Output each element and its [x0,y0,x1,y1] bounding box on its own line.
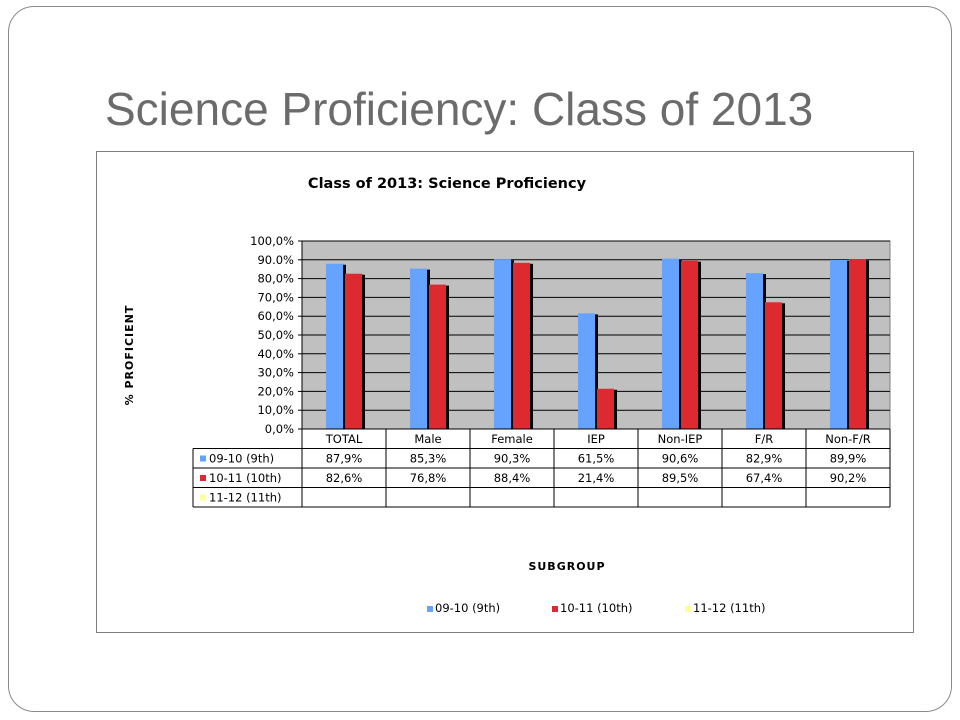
legend-label: 09-10 (9th) [435,601,500,615]
y-tick-label: 30,0% [257,366,294,380]
y-tick-label: 40,0% [257,347,294,361]
bar [578,313,595,429]
data-label: 90,3% [494,452,531,466]
data-label: 21,4% [578,471,615,485]
y-tick-label: 90.0% [257,253,294,267]
y-tick-label: 100,0% [250,234,294,248]
x-axis-label: SUBGROUP [528,560,605,573]
data-label: 67,4% [746,471,783,485]
bar [765,302,782,429]
bar [746,273,763,429]
table-series-label: 11-12 (11th) [209,491,281,505]
legend-label: 10-11 (10th) [560,601,632,615]
table-legend-key [200,455,206,462]
category-label: IEP [587,432,605,446]
y-tick-label: 70,0% [257,290,294,304]
category-label: Non-IEP [658,432,703,446]
chart-title: Class of 2013: Science Proficiency [308,176,587,192]
table-legend-key [200,494,206,501]
legend-label: 11-12 (11th) [693,601,765,615]
data-label: 82,9% [746,452,783,466]
data-label: 76,8% [410,471,447,485]
category-label: TOTAL [325,432,363,446]
bar [513,262,530,429]
table-series-label: 10-11 (10th) [209,471,281,485]
y-tick-label: 80,0% [257,272,294,286]
slide-title: Science Proficiency: Class of 2013 [105,83,814,135]
bar [662,258,679,429]
bar [345,273,362,429]
y-tick-label: 0,0% [265,422,294,436]
bar [681,260,698,429]
data-label: 90,6% [662,452,699,466]
data-label: 87,9% [326,452,363,466]
data-label: 88,4% [494,471,531,485]
bar [429,284,446,429]
y-tick-label: 10,0% [257,403,294,417]
data-label: 82,6% [326,471,363,485]
data-label: 89,5% [662,471,699,485]
chart-container: Class of 2013: Science Proficiency % PROF… [96,151,914,633]
bar [494,259,511,429]
bar [830,259,847,429]
data-label: 89,9% [830,452,867,466]
bar [326,263,343,429]
bar [410,268,427,429]
legend-key [427,606,433,612]
y-tick-label: 20,0% [257,384,294,398]
data-label: 85,3% [410,452,447,466]
bar [849,259,866,429]
chart-svg: Class of 2013: Science Proficiency % PROF… [123,176,891,615]
legend-key [685,606,691,612]
data-label: 61,5% [578,452,615,466]
category-label: Female [491,432,533,446]
category-label: Non-F/R [825,432,871,446]
bar [597,388,614,429]
table-series-label: 09-10 (9th) [209,452,274,466]
y-axis-label: % PROFICIENT [123,305,136,406]
y-tick-label: 60,0% [257,309,294,323]
legend-key [552,606,558,612]
y-tick-label: 50,0% [257,328,294,342]
category-label: F/R [755,432,773,446]
data-label: 90,2% [830,471,867,485]
category-label: Male [414,432,441,446]
table-legend-key [200,475,206,481]
